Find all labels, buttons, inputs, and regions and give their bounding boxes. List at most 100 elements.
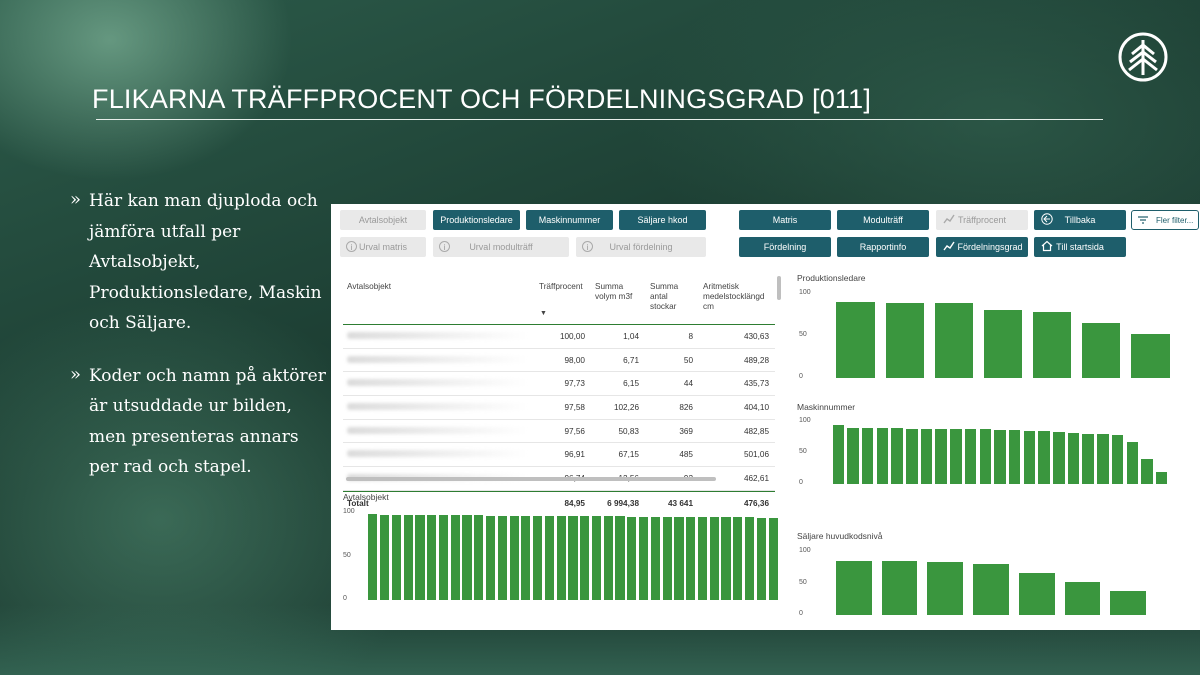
chart-bar[interactable]	[920, 428, 933, 484]
chart-bar[interactable]	[994, 430, 1006, 484]
chart-bar[interactable]	[891, 428, 903, 484]
chart-bar[interactable]	[650, 516, 660, 600]
chart-bar[interactable]	[1131, 334, 1170, 378]
maskinnummer-button[interactable]: Maskinnummer	[526, 210, 613, 230]
chart-bar[interactable]	[1111, 435, 1124, 484]
table-row[interactable]: 96,91 67,15 485 501,06	[343, 443, 775, 468]
chart-bar[interactable]	[847, 427, 859, 484]
traffprocent-button[interactable]: Träffprocent	[936, 210, 1028, 230]
chart-bar[interactable]	[474, 515, 484, 600]
table-row[interactable]: 97,56 50,83 369 482,85	[343, 420, 775, 444]
chart-bar[interactable]	[836, 301, 875, 378]
fler-filter-button[interactable]: Fler filter...	[1131, 210, 1199, 230]
table-row[interactable]: 98,00 6,71 50 489,28	[343, 349, 775, 373]
vertical-scrollbar[interactable]	[777, 276, 781, 300]
chart-bar[interactable]	[1110, 591, 1146, 615]
matris-button[interactable]: Matris	[739, 210, 831, 230]
chart-bar[interactable]	[964, 429, 977, 484]
chart-bar[interactable]	[486, 515, 496, 600]
chart-bar[interactable]	[862, 427, 874, 484]
chart-bar[interactable]	[876, 428, 889, 484]
chart-bar[interactable]	[1082, 322, 1121, 378]
chart-bar[interactable]	[744, 517, 755, 600]
chart-bar[interactable]	[1067, 433, 1080, 484]
chart-bar[interactable]	[603, 516, 613, 600]
column-header-stockar[interactable]: Summa antal stockar	[650, 282, 679, 311]
urval-fordelning-button[interactable]: i Urval fördelning	[576, 237, 706, 257]
chart-bar[interactable]	[380, 514, 390, 600]
column-header-traffprocent[interactable]: Träffprocent ▼	[539, 282, 591, 317]
tillbaka-button[interactable]: Tillbaka	[1034, 210, 1126, 230]
chart-bar[interactable]	[427, 515, 437, 600]
chart-bar[interactable]	[686, 517, 696, 600]
chart-bar[interactable]	[368, 514, 378, 600]
chart-bar[interactable]	[403, 514, 413, 600]
chart-bar[interactable]	[1038, 430, 1050, 484]
chart-bar[interactable]	[450, 515, 460, 600]
chart-bar[interactable]	[733, 517, 743, 600]
chart-bar[interactable]	[885, 303, 924, 378]
horizontal-scrollbar[interactable]	[346, 477, 716, 481]
urval-modultraff-button[interactable]: i Urval modulträff	[433, 237, 569, 257]
table-row[interactable]: 97,73 6,15 44 435,73	[343, 372, 775, 397]
chart-bar[interactable]	[768, 517, 778, 600]
chart-bar[interactable]	[415, 514, 425, 600]
chart-bar[interactable]	[591, 516, 602, 600]
chart-bar[interactable]	[756, 517, 766, 600]
chart-bar[interactable]	[556, 516, 566, 600]
chart-bar[interactable]	[544, 515, 555, 600]
chart-bar[interactable]	[1064, 582, 1101, 615]
chart-bar[interactable]	[1023, 430, 1036, 484]
column-header-volym[interactable]: Summa volym m3f	[595, 282, 633, 301]
produktionsledare-button[interactable]: Produktionsledare	[433, 210, 520, 230]
chart-bar[interactable]	[1141, 459, 1153, 484]
chart-bar[interactable]	[1097, 434, 1109, 484]
chart-bar[interactable]	[627, 516, 637, 600]
chart-bar[interactable]	[1126, 441, 1138, 484]
chart-bar[interactable]	[662, 516, 672, 600]
chart-bar[interactable]	[979, 429, 992, 484]
chart-bar[interactable]	[497, 515, 507, 600]
chart-bar[interactable]	[906, 428, 918, 484]
chart-bar[interactable]	[950, 429, 962, 484]
chart-bar[interactable]	[462, 515, 472, 600]
chart-bar[interactable]	[674, 516, 684, 600]
chart-bar[interactable]	[509, 515, 519, 600]
chart-bar[interactable]	[983, 309, 1023, 378]
table-row[interactable]: 100,00 1,04 8 430,63	[343, 325, 775, 349]
chart-bar[interactable]	[881, 561, 918, 615]
chart-bar[interactable]	[927, 562, 964, 615]
chart-bar[interactable]	[639, 516, 649, 600]
chart-bar[interactable]	[438, 515, 449, 600]
chart-bar[interactable]	[580, 516, 590, 600]
chart-bar[interactable]	[934, 303, 974, 378]
urval-matris-button[interactable]: i Urval matris	[340, 237, 426, 257]
column-header-medelstocklangd[interactable]: Aritmetisk medelstocklängd cm	[703, 282, 765, 311]
chart-bar[interactable]	[1082, 434, 1094, 484]
table-row[interactable]: 97,58 102,26 826 404,10	[343, 396, 775, 420]
chart-bar[interactable]	[1155, 471, 1168, 484]
chart-bar[interactable]	[832, 425, 845, 484]
chart-bar[interactable]	[973, 563, 1009, 615]
chart-bar[interactable]	[391, 514, 401, 600]
fordelning-button[interactable]: Fördelning	[739, 237, 831, 257]
modultraff-button[interactable]: Modulträff	[837, 210, 929, 230]
chart-bar[interactable]	[1018, 573, 1055, 615]
chart-bar[interactable]	[1032, 311, 1072, 378]
chart-bar[interactable]	[836, 560, 872, 615]
saljare-hkod-button[interactable]: Säljare hkod	[619, 210, 706, 230]
chart-bar[interactable]	[721, 517, 731, 600]
avtalsobjekt-button[interactable]: Avtalsobjekt	[340, 210, 426, 230]
chart-bar[interactable]	[935, 428, 947, 484]
chart-bar[interactable]	[709, 517, 719, 600]
chart-bar[interactable]	[615, 516, 625, 600]
chart-bar[interactable]	[1008, 430, 1021, 484]
column-header-avtalsobjekt[interactable]: Avtalsobjekt	[347, 282, 391, 291]
till-startsida-button[interactable]: Till startsida	[1034, 237, 1126, 257]
chart-bar[interactable]	[521, 515, 531, 600]
chart-bar[interactable]	[1053, 431, 1065, 484]
rapportinfo-button[interactable]: Rapportinfo	[837, 237, 929, 257]
chart-bar[interactable]	[568, 516, 578, 600]
chart-bar[interactable]	[697, 517, 708, 600]
chart-bar[interactable]	[533, 515, 543, 600]
